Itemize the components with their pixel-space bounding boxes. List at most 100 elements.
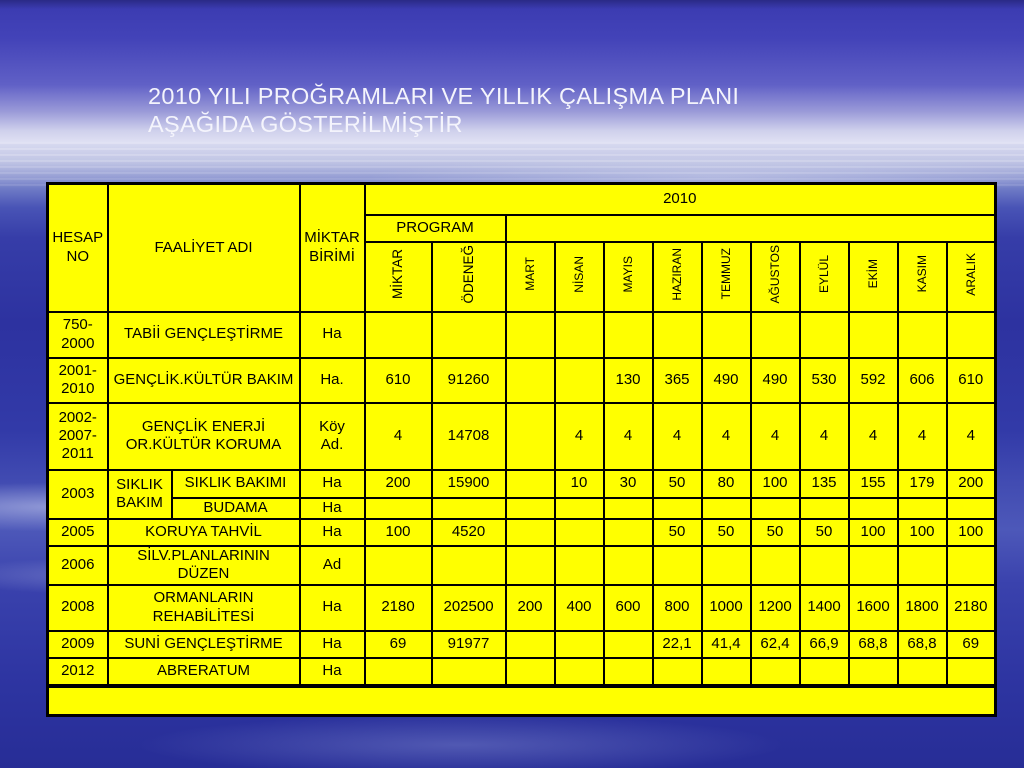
month-label: NİSAN: [572, 255, 587, 293]
month-label: HAZIRAN: [670, 247, 685, 301]
hesap-no-cell: 2009: [46, 629, 109, 659]
odenek-value-cell: 4520: [430, 517, 507, 547]
table-row: 2003 SIKLIK BAKIM SIKLIK BAKIMI Ha 200 15900 1…: [46, 468, 997, 520]
month-value-cell: 490: [700, 356, 752, 404]
water-texture: [0, 142, 1024, 186]
month-value-cell: 4: [700, 401, 752, 471]
hesap-no-cell: 750- 2000: [46, 310, 109, 359]
month-value-cell: 30: [602, 468, 654, 499]
header-month-mart: MART: [504, 240, 556, 313]
month-value-cell: 68,8: [896, 629, 948, 659]
month-value-cell: [651, 310, 703, 359]
hesap-no-cell: 2008: [46, 583, 109, 632]
month-value-cell: [651, 544, 703, 586]
month-value-cell: [553, 310, 605, 359]
month-value-cell: [896, 544, 948, 586]
month-value-cell: [847, 656, 899, 687]
unit-cell: Köy Ad.: [298, 401, 366, 471]
month-value-cell: [553, 629, 605, 659]
month-value-cell: [553, 656, 605, 687]
odenek-value-cell: 91260: [430, 356, 507, 404]
header-hesap-no: HESAP NO: [46, 182, 109, 313]
unit-cell: Ha: [298, 310, 366, 359]
month-value-cell: 80: [700, 468, 752, 499]
month-value-cell: 50: [700, 517, 752, 547]
month-value-cell: 135: [798, 468, 850, 499]
month-value-cell: [798, 310, 850, 359]
month-value-cell: [504, 496, 556, 520]
header-miktar: MİKTAR: [363, 240, 433, 313]
month-value-cell: [798, 496, 850, 520]
month-value-cell: [847, 310, 899, 359]
month-value-cell: [945, 310, 997, 359]
month-value-cell: 200: [945, 468, 997, 499]
activity-name-cell: ORMANLARIN REHABİLİTESİ: [106, 583, 301, 632]
month-label: EKİM: [866, 259, 881, 289]
odenek-value-cell: [430, 656, 507, 687]
activity-name-cell: TABİİ GENÇLEŞTİRME: [106, 310, 301, 359]
month-value-cell: [896, 656, 948, 687]
month-value-cell: 50: [798, 517, 850, 547]
month-value-cell: [700, 544, 752, 586]
hesap-no-cell: 2003: [46, 468, 109, 520]
miktar-value-cell: 610: [363, 356, 433, 404]
month-value-cell: [700, 310, 752, 359]
header-month-haziran: HAZIRAN: [651, 240, 703, 313]
miktar-value-cell: [363, 656, 433, 687]
activity-name-cell: GENÇLİK.KÜLTÜR BAKIM: [106, 356, 301, 404]
odenek-value-cell: [430, 544, 507, 586]
month-value-cell: [749, 496, 801, 520]
hesap-no-cell: 2002- 2007- 2011: [46, 401, 109, 471]
table-row: 2005 KORUYA TAHVİL Ha 100 4520 50 50 50 50 100 100…: [46, 517, 997, 547]
miktar-value-cell: 69: [363, 629, 433, 659]
month-value-cell: 1600: [847, 583, 899, 632]
odenek-value-cell: 14708: [430, 401, 507, 471]
miktar-value-cell: 100: [363, 517, 433, 547]
header-odenek: ÖDENEĞ: [430, 240, 507, 313]
month-value-cell: [504, 656, 556, 687]
table-row: 750- 2000 TABİİ GENÇLEŞTİRME Ha: [46, 310, 997, 359]
activity-name-cell: ABRERATUM: [106, 656, 301, 687]
activity-name-cell: SİLV.PLANLARININ DÜZEN: [106, 544, 301, 586]
month-value-cell: 68,8: [847, 629, 899, 659]
unit-cell: Ha: [298, 496, 366, 520]
table-body: 750- 2000 TABİİ GENÇLEŞTİRME Ha 2001- 2010 G…: [46, 310, 997, 687]
header-month-agustos: AĞUSTOS: [749, 240, 801, 313]
month-value-cell: [847, 496, 899, 520]
month-value-cell: [896, 496, 948, 520]
hesap-no-cell: 2005: [46, 517, 109, 547]
table-footer: [46, 683, 997, 716]
header-miktar-label: MİKTAR: [390, 248, 406, 299]
month-value-cell: 2180: [945, 583, 997, 632]
miktar-value-cell: [363, 544, 433, 586]
header-odenek-label: ÖDENEĞ: [460, 244, 476, 304]
month-value-cell: 800: [651, 583, 703, 632]
header-month-ekim: EKİM: [847, 240, 899, 313]
month-value-cell: [504, 356, 556, 404]
month-value-cell: [749, 656, 801, 687]
month-value-cell: [798, 656, 850, 687]
month-value-cell: [945, 656, 997, 687]
unit-cell: Ha: [298, 517, 366, 547]
header-miktar-birimi: MİKTAR BİRİMİ: [298, 182, 366, 313]
month-label: MART: [523, 256, 538, 291]
month-value-cell: [504, 544, 556, 586]
month-value-cell: 100: [749, 468, 801, 499]
month-value-cell: 4: [602, 401, 654, 471]
table-row: 2008 ORMANLARIN REHABİLİTESİ Ha 2180 202500 2…: [46, 583, 997, 632]
header-row-year: HESAP NO FAALİYET ADI MİKTAR BİRİMİ 2010: [46, 182, 997, 313]
header-row-program: PROGRAM: [48, 213, 997, 243]
month-value-cell: [700, 496, 752, 520]
month-value-cell: 610: [945, 356, 997, 404]
month-value-cell: 4: [553, 401, 605, 471]
month-value-cell: 130: [602, 356, 654, 404]
month-label: MAYIS: [621, 255, 636, 293]
month-value-cell: 200: [504, 583, 556, 632]
month-value-cell: 365: [651, 356, 703, 404]
month-value-cell: 155: [847, 468, 899, 499]
miktar-value-cell: [363, 310, 433, 359]
month-value-cell: 4: [798, 401, 850, 471]
month-value-cell: [553, 356, 605, 404]
month-value-cell: 100: [896, 517, 948, 547]
